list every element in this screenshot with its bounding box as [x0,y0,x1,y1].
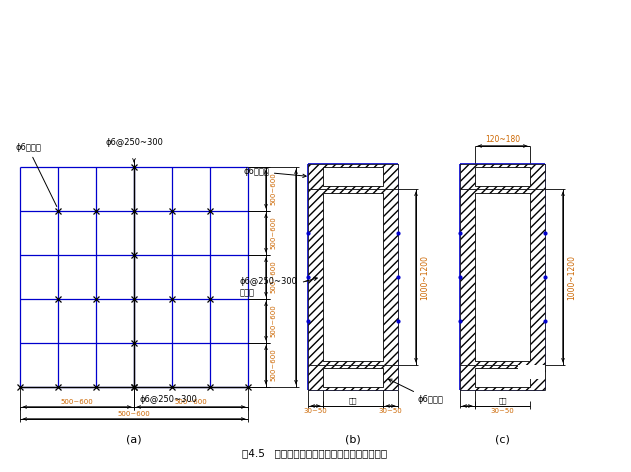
Text: 30~50: 30~50 [491,408,514,414]
Bar [323,167,383,186]
Text: 墙厚: 墙厚 [498,397,507,404]
Text: 30~50: 30~50 [379,408,403,414]
Text: 500~600: 500~600 [61,399,93,405]
Text: 500~600: 500~600 [117,411,150,417]
Text: 墙厚: 墙厚 [349,397,357,404]
Text: 500~600: 500~600 [270,304,276,337]
Bar [308,164,398,189]
Text: ϕ6拉结筋: ϕ6拉结筋 [243,167,306,177]
Text: (b): (b) [345,435,361,445]
Text: 500~600: 500~600 [270,349,276,381]
Bar [475,167,530,186]
Bar [460,164,545,189]
Text: ϕ6拉结筋: ϕ6拉结筋 [389,379,444,405]
Text: (c): (c) [495,435,510,445]
Text: 30~50: 30~50 [304,408,327,414]
Text: ϕ6拉结筋: ϕ6拉结筋 [15,143,57,207]
Text: 120~180: 120~180 [485,135,520,144]
Bar [518,365,545,379]
Bar [460,189,545,365]
Text: (a): (a) [126,435,142,445]
Text: 500~600: 500~600 [175,399,208,405]
Bar [475,193,530,361]
Bar [323,368,383,387]
Bar [308,365,398,390]
Bar [460,365,545,390]
Text: 500~600: 500~600 [270,173,276,205]
Text: 图4.5   钢筋砂浆面层或钢筋混凝土板墙加固墙体: 图4.5 钢筋砂浆面层或钢筋混凝土板墙加固墙体 [242,448,387,458]
Text: ϕ6@250~300
钢筋网: ϕ6@250~300 钢筋网 [240,277,298,297]
Bar [475,368,530,387]
Text: 500~600: 500~600 [270,217,276,249]
Text: 1000~1200: 1000~1200 [420,254,429,300]
Bar [308,189,398,365]
Bar [323,193,383,361]
Text: ϕ6@250~300: ϕ6@250~300 [105,138,163,147]
Text: 500~600: 500~600 [270,261,276,294]
Text: ϕ6@250~300: ϕ6@250~300 [139,395,197,404]
Text: 1000~1200: 1000~1200 [567,254,576,300]
